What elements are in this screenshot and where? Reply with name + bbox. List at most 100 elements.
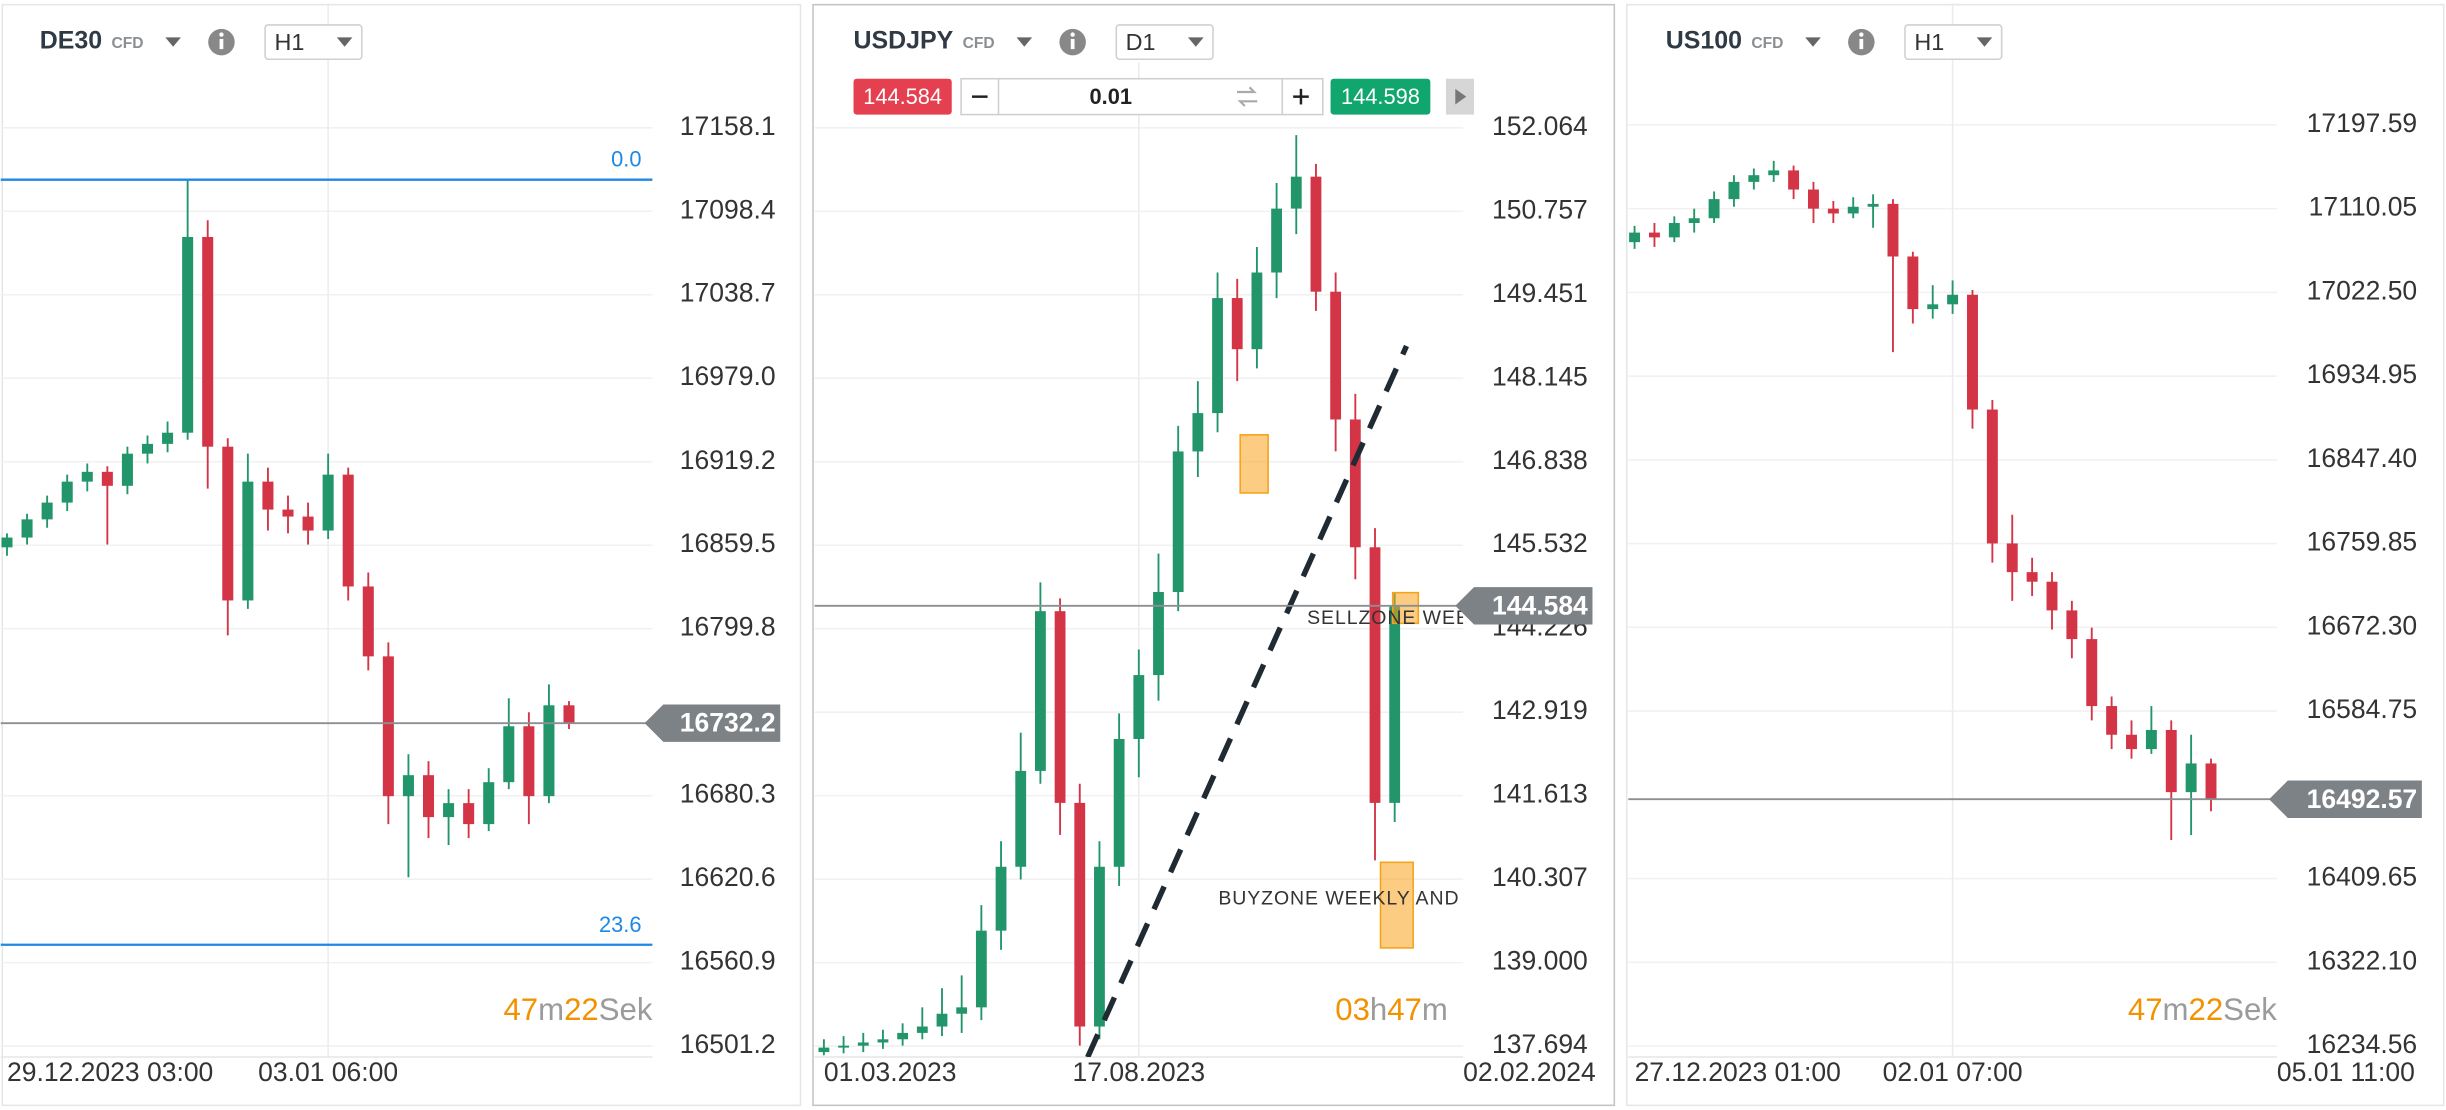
candle-body xyxy=(222,446,234,601)
candle-body xyxy=(2126,734,2137,750)
y-tick-label: 16919.2 xyxy=(680,445,776,475)
symbol[interactable]: USDJPY xyxy=(854,27,954,55)
instrument-type: CFD xyxy=(1751,35,1783,52)
candle-body xyxy=(2185,763,2197,793)
candle-body xyxy=(956,1007,968,1014)
candle-body xyxy=(242,481,254,601)
trend-line xyxy=(1085,344,1409,1057)
timeframe-select[interactable] xyxy=(1904,24,2003,61)
symbol-dropdown[interactable] xyxy=(1805,37,1821,47)
candle-body xyxy=(1728,181,1740,200)
y-tick-label: 16979.0 xyxy=(680,361,776,391)
y-tick-label: 139.000 xyxy=(1492,946,1588,976)
candle-body xyxy=(2086,639,2098,707)
instrument-type: CFD xyxy=(963,35,995,52)
candle-body xyxy=(182,236,194,433)
candle-body xyxy=(1054,611,1066,803)
candle-body xyxy=(1133,675,1145,739)
candle-body xyxy=(2066,610,2078,640)
x-tick-label: 17.08.2023 xyxy=(1072,1057,1205,1087)
candle-body xyxy=(362,586,374,657)
candle-body xyxy=(443,803,455,818)
sell-button[interactable] xyxy=(853,78,952,115)
buy-price: 144.598 xyxy=(1341,84,1420,109)
candle-body xyxy=(543,705,555,797)
candle-body xyxy=(995,866,1007,931)
countdown-part: h xyxy=(1370,992,1387,1027)
y-tick-label: 16501.2 xyxy=(680,1029,776,1059)
candle-body xyxy=(1389,605,1401,803)
swap-icon[interactable] xyxy=(1237,86,1258,107)
candle-body xyxy=(262,481,274,510)
candle-body xyxy=(1153,592,1164,676)
candle-body xyxy=(202,236,214,447)
countdown-part: Sek xyxy=(599,992,653,1027)
y-tick-label: 17158.1 xyxy=(680,111,776,141)
y-tick-label: 142.919 xyxy=(1492,695,1588,725)
y-tick-label: 16859.5 xyxy=(680,528,776,558)
candle-body xyxy=(342,474,354,587)
candle-body xyxy=(1867,203,1879,207)
countdown-part: Sek xyxy=(2223,992,2277,1027)
y-tick-label: 152.064 xyxy=(1492,111,1588,141)
candle-body xyxy=(402,775,414,797)
symbol-dropdown[interactable] xyxy=(1016,37,1033,47)
candle-body xyxy=(1015,770,1027,867)
candle-body xyxy=(1172,451,1184,593)
plot-area: SELLZONE WEE BUYZONE WEEKLY AND M xyxy=(818,135,1463,1057)
countdown: 47m22Sek xyxy=(503,992,652,1027)
timer-wrap: 47m22Sek xyxy=(2128,992,2277,1027)
timeframe-label: D1 xyxy=(1126,29,1156,55)
zone xyxy=(1379,861,1414,949)
y-tick-label: 17022.50 xyxy=(2307,275,2418,305)
y-tick-label: 16799.8 xyxy=(680,612,776,642)
candle-body xyxy=(2106,706,2118,735)
countdown-part: m xyxy=(1422,992,1448,1027)
candle-body xyxy=(141,443,154,454)
lot-box xyxy=(960,77,1324,116)
zone xyxy=(1239,434,1269,494)
candle-body xyxy=(1748,175,1760,182)
countdown-part: 47 xyxy=(1387,992,1422,1027)
candle-body xyxy=(1927,304,1939,310)
candle-body xyxy=(1349,419,1361,548)
timeframe-label: H1 xyxy=(1914,29,1944,55)
plot-area xyxy=(1,179,575,878)
y-tick-label: 16759.85 xyxy=(2307,527,2418,557)
candle-body xyxy=(1986,409,1998,544)
y-tick-label: 16847.40 xyxy=(2307,443,2418,473)
candle-body xyxy=(322,474,334,531)
y-tick-label: 146.838 xyxy=(1492,445,1588,475)
x-tick-label: 05.01 11:00 xyxy=(2277,1057,2415,1087)
candle-body xyxy=(382,656,394,797)
candle-body xyxy=(1668,223,1680,238)
info-icon-stem xyxy=(219,38,224,50)
info-icon-dot xyxy=(1070,32,1075,37)
candle-body xyxy=(975,930,987,1008)
x-tick-label: 01.03.2023 xyxy=(824,1057,957,1087)
countdown-part: m xyxy=(2163,992,2189,1027)
y-tick-label: 140.307 xyxy=(1492,862,1588,892)
candle-body xyxy=(1231,298,1243,350)
countdown: 03h47m xyxy=(1335,992,1448,1027)
symbol[interactable]: US100 xyxy=(1666,27,1742,55)
candle-body xyxy=(1192,413,1204,452)
symbol[interactable]: DE30 xyxy=(40,27,102,55)
symbol-dropdown[interactable] xyxy=(165,37,181,47)
candle-body xyxy=(1847,206,1859,214)
buy-button[interactable] xyxy=(1330,78,1431,115)
timeframe-select[interactable] xyxy=(1115,24,1214,61)
x-tick-label: 02.02.2024 xyxy=(1463,1057,1596,1087)
candle-body xyxy=(101,471,113,486)
candle-body xyxy=(422,775,435,818)
candle-body xyxy=(2165,729,2177,793)
candle-body xyxy=(1251,272,1263,350)
timeframe-select[interactable] xyxy=(264,24,363,61)
candle-body xyxy=(838,1045,849,1048)
candle-body xyxy=(1688,218,1700,224)
candle-body xyxy=(563,705,575,724)
x-tick-label: 03.01 06:00 xyxy=(258,1057,398,1087)
candle-body xyxy=(162,432,174,444)
candle-body xyxy=(1369,547,1381,803)
